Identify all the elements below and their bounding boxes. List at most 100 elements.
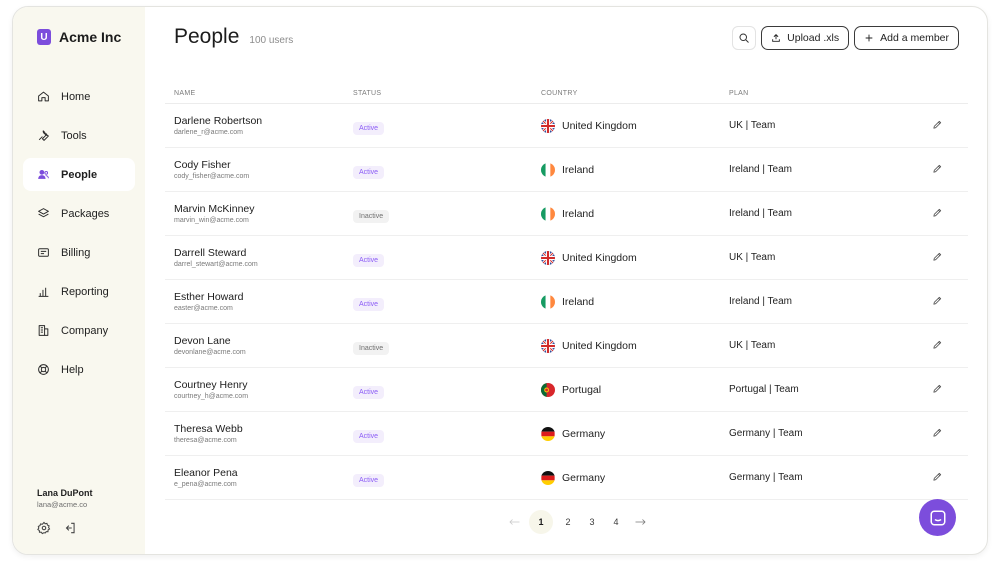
status-cell: Active (353, 117, 541, 135)
home-icon (38, 91, 49, 102)
country-name: United Kingdom (562, 119, 637, 132)
column-header-plan[interactable]: PLAN (729, 89, 749, 97)
sidebar-item-label: Reporting (61, 285, 109, 298)
status-cell: Active (353, 425, 541, 443)
sidebar-item-home[interactable]: Home (23, 80, 135, 113)
edit-pencil-icon[interactable] (932, 205, 943, 223)
table-row[interactable]: Devon Lane devonlane@acme.com Inactive Unit… (165, 324, 968, 368)
country-name: Ireland (562, 163, 595, 176)
flag-ie-icon (541, 294, 555, 309)
flag-uk-icon (541, 338, 555, 353)
search-button[interactable] (732, 26, 757, 50)
logout-icon[interactable] (63, 521, 77, 540)
prev-page-button[interactable] (505, 518, 523, 526)
upload-icon (772, 34, 780, 42)
country-name: Ireland (562, 207, 595, 220)
person-email: theresa@acme.com (174, 437, 237, 444)
page-button-2[interactable]: 2 (565, 517, 571, 527)
column-header-country[interactable]: COUNTRY (541, 89, 578, 97)
table-row[interactable]: Darlene Robertson darlene_r@acme.com Activ… (165, 104, 968, 148)
sidebar: U Acme Inc Home Tools People Packages Billin… (13, 7, 145, 554)
table-row[interactable]: Cody Fisher cody_fisher@acme.com Active Ire… (165, 148, 968, 192)
person-name: Devon Lane (174, 335, 231, 347)
edit-pencil-icon[interactable] (932, 293, 943, 311)
edit-pencil-icon[interactable] (932, 469, 943, 487)
status-cell: Inactive (353, 205, 541, 223)
edit-pencil-icon[interactable] (932, 161, 943, 179)
plan-cell: UK | Team (729, 252, 776, 263)
page-button-1[interactable]: 1 (529, 510, 553, 534)
table-row[interactable]: Esther Howard easter@acme.com Active Irelan… (165, 280, 968, 324)
edit-cell (919, 381, 968, 399)
status-badge: Inactive (353, 209, 390, 223)
person-cell: Devon Lane devonlane@acme.com (165, 335, 353, 356)
country-cell: Ireland (541, 162, 729, 177)
person-email: devonlane@acme.com (174, 349, 246, 356)
plus-icon (865, 34, 873, 42)
edit-pencil-icon[interactable] (932, 117, 943, 135)
person-name: Eleanor Pena (174, 467, 238, 479)
person-cell: Cody Fisher cody_fisher@acme.com (165, 159, 353, 180)
country-cell: United Kingdom (541, 118, 729, 133)
plan-cell: Germany | Team (729, 428, 803, 439)
status-cell: Active (353, 469, 541, 487)
page-list: 1 2 3 4 (529, 510, 625, 534)
user-actions (37, 521, 77, 540)
edit-cell (919, 425, 968, 443)
edit-pencil-icon[interactable] (932, 337, 943, 355)
sidebar-item-people[interactable]: People (23, 158, 135, 191)
edit-cell (919, 293, 968, 311)
person-email: marvin_win@acme.com (174, 217, 249, 224)
edit-pencil-icon[interactable] (932, 425, 943, 443)
sidebar-item-reporting[interactable]: Reporting (23, 275, 135, 308)
sidebar-item-tools[interactable]: Tools (23, 119, 135, 152)
table-row[interactable]: Marvin McKinney marvin_win@acme.com Inacti… (165, 192, 968, 236)
flag-uk-icon (541, 118, 555, 133)
sidebar-item-packages[interactable]: Packages (23, 197, 135, 230)
add-member-button[interactable]: Add a member (854, 26, 959, 50)
app-window: U Acme Inc Home Tools People Packages Billin… (12, 6, 988, 555)
column-header-name[interactable]: NAME (174, 89, 196, 97)
settings-gear-icon[interactable] (37, 521, 51, 540)
flag-de-icon (541, 470, 555, 485)
table-row[interactable]: Darrell Steward darrel_stewart@acme.com Ac… (165, 236, 968, 280)
sidebar-item-company[interactable]: Company (23, 314, 135, 347)
table-row[interactable]: Eleanor Pena e_pena@acme.com Active Germany… (165, 456, 968, 500)
edit-pencil-icon[interactable] (932, 249, 943, 267)
sidebar-item-help[interactable]: Help (23, 353, 135, 386)
table-body: Darlene Robertson darlene_r@acme.com Activ… (165, 104, 968, 500)
column-header-status[interactable]: STATUS (353, 89, 382, 97)
add-member-label: Add a member (880, 32, 949, 44)
upload-xls-button[interactable]: Upload .xls (761, 26, 850, 50)
bar-chart-icon (38, 287, 49, 297)
person-name: Cody Fisher (174, 159, 231, 171)
page-button-4[interactable]: 4 (613, 517, 619, 527)
brand: U Acme Inc (37, 29, 121, 45)
user-name: Lana DuPont (37, 488, 93, 498)
table-row[interactable]: Courtney Henry courtney_h@acme.com Active P… (165, 368, 968, 412)
status-badge: Active (353, 473, 385, 487)
table-row[interactable]: Theresa Webb theresa@acme.com Active German… (165, 412, 968, 456)
sidebar-item-label: Packages (61, 207, 110, 220)
edit-pencil-icon[interactable] (932, 381, 943, 399)
main-content: People 100 users Upload .xls Add a membe… (145, 7, 987, 554)
person-cell: Darlene Robertson darlene_r@acme.com (165, 115, 353, 136)
country-name: Portugal (562, 383, 602, 396)
country-name: United Kingdom (562, 339, 637, 352)
person-email: courtney_h@acme.com (174, 393, 249, 400)
person-email: cody_fisher@acme.com (174, 173, 250, 180)
chat-launcher-button[interactable] (919, 499, 956, 536)
page-button-3[interactable]: 3 (589, 517, 595, 527)
lifebuoy-icon (38, 364, 49, 375)
country-name: Germany (562, 427, 606, 440)
plan-cell: UK | Team (729, 340, 776, 351)
building-icon (38, 325, 49, 336)
person-name: Darlene Robertson (174, 115, 263, 127)
person-email: darlene_r@acme.com (174, 129, 243, 136)
status-cell: Active (353, 249, 541, 267)
next-page-button[interactable] (631, 518, 649, 526)
sidebar-item-billing[interactable]: Billing (23, 236, 135, 269)
plan-cell: UK | Team (729, 120, 776, 131)
edit-cell (919, 205, 968, 223)
person-email: e_pena@acme.com (174, 481, 237, 488)
